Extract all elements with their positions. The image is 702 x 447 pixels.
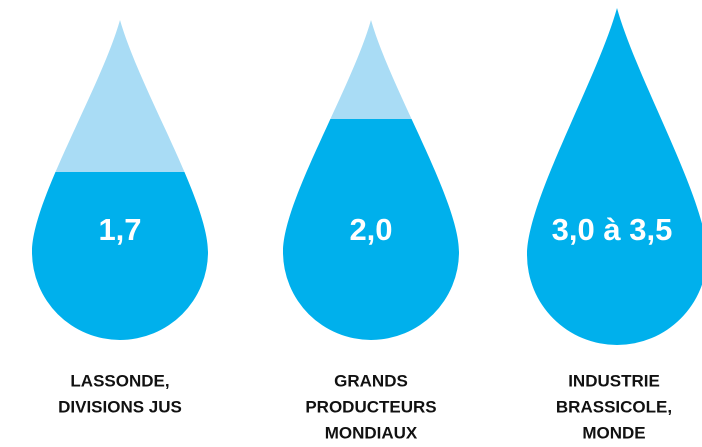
drop-fill [527,8,702,345]
drop-caption: INDUSTRIE [568,371,660,390]
drop-caption: LASSONDE, [70,371,169,390]
drop-value: 3,0 à 3,5 [552,212,673,247]
drop-caption: MONDE [582,423,645,442]
drop: 1,7 LASSONDE, DIVISIONS JUS [32,20,208,416]
drop-empty [32,20,208,172]
drop-value: 1,7 [98,212,141,247]
drop-caption: DIVISIONS JUS [58,397,182,416]
drop-empty [283,20,459,119]
drop-value: 2,0 [349,212,392,247]
drop-caption: PRODUCTEURS [305,397,436,416]
drop-caption: MONDIAUX [325,423,418,442]
drop-caption: GRANDS [334,371,408,390]
drop: 3,0 à 3,5 INDUSTRIE BRASSICOLE, MONDE [527,8,702,442]
drop-fill [32,172,208,340]
drop-caption: BRASSICOLE, [556,397,672,416]
drop: 2,0 GRANDS PRODUCTEURS MONDIAUX [283,20,459,442]
